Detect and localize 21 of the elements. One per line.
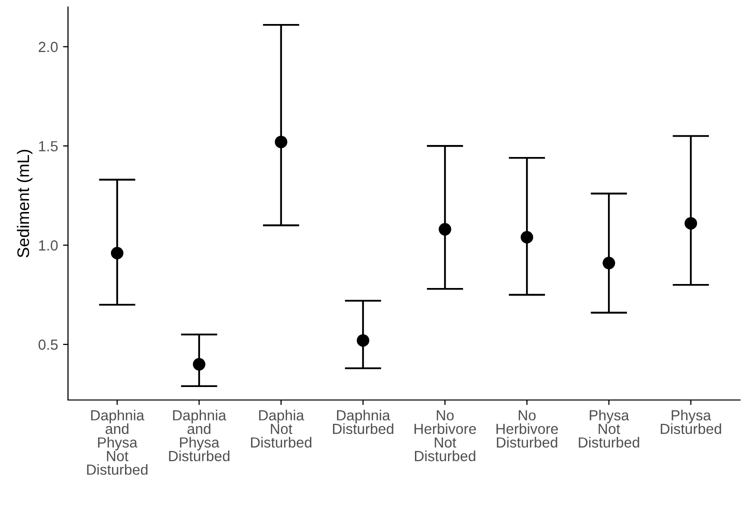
- point: [274, 136, 288, 148]
- x-tick-label: Physa Disturbed: [660, 410, 722, 434]
- point: [602, 256, 616, 270]
- x-tick-label: Physa Not Disturbed: [578, 410, 640, 448]
- y-tick-label: 1.5: [39, 141, 58, 152]
- y-tick-label: 1.0: [39, 240, 58, 251]
- x-tick-label: No Herbivore Disturbed: [496, 410, 558, 448]
- x-tick-label: No Herbivore Not Disturbed: [414, 410, 476, 462]
- x-tick-label: Daphia Not Disturbed: [251, 410, 312, 448]
- point: [520, 230, 534, 244]
- x-tick-label: Daphnia Disturbed: [333, 410, 394, 434]
- point: [684, 217, 698, 230]
- y-tick-label: 2.0: [38, 42, 58, 52]
- x-tick-label: Daphnia and Physa Disturbed: [169, 410, 230, 462]
- y-axis-title: Sediment (mL): [16, 150, 32, 258]
- point: [110, 246, 124, 260]
- y-tick-label: 0.5: [38, 340, 58, 350]
- point: [438, 223, 452, 236]
- point: [192, 358, 206, 371]
- x-tick-label: Daphnia and Physa Not Disturbed: [87, 410, 148, 475]
- point: [356, 334, 370, 347]
